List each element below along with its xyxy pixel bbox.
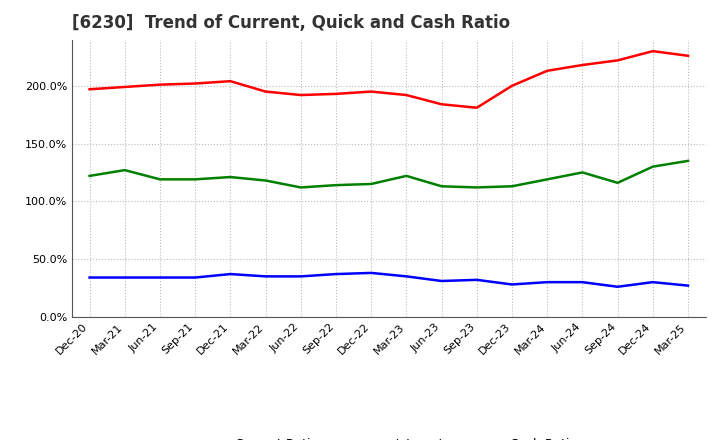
Current Ratio [297,92,305,98]
Current Ratio [649,48,657,54]
Current Ratio [508,83,516,88]
Current Ratio [261,89,270,94]
Line: Current Ratio: Current Ratio [89,51,688,108]
Cash Ratio [297,274,305,279]
Quick Ratio [508,183,516,189]
Current Ratio [684,53,693,59]
Quick Ratio [226,174,235,180]
Current Ratio [472,105,481,110]
Quick Ratio [332,183,341,188]
Line: Quick Ratio: Quick Ratio [89,161,688,187]
Current Ratio [332,91,341,96]
Quick Ratio [684,158,693,164]
Cash Ratio [191,275,199,280]
Quick Ratio [85,173,94,179]
Current Ratio [156,82,164,87]
Quick Ratio [649,164,657,169]
Cash Ratio [367,270,376,275]
Current Ratio [578,62,587,68]
Current Ratio [120,84,129,90]
Cash Ratio [613,284,622,290]
Current Ratio [85,87,94,92]
Line: Cash Ratio: Cash Ratio [89,273,688,287]
Quick Ratio [120,168,129,173]
Current Ratio [613,58,622,63]
Cash Ratio [156,275,164,280]
Current Ratio [367,89,376,94]
Cash Ratio [437,279,446,284]
Cash Ratio [402,274,410,279]
Cash Ratio [543,279,552,285]
Quick Ratio [578,170,587,175]
Current Ratio [543,68,552,73]
Quick Ratio [543,177,552,182]
Cash Ratio [649,279,657,285]
Quick Ratio [261,178,270,183]
Cash Ratio [472,277,481,282]
Legend: Current Ratio, Quick Ratio, Cash Ratio: Current Ratio, Quick Ratio, Cash Ratio [195,433,582,440]
Cash Ratio [261,274,270,279]
Quick Ratio [472,185,481,190]
Cash Ratio [508,282,516,287]
Current Ratio [402,92,410,98]
Quick Ratio [613,180,622,185]
Quick Ratio [191,177,199,182]
Cash Ratio [85,275,94,280]
Current Ratio [226,78,235,84]
Quick Ratio [367,181,376,187]
Current Ratio [191,81,199,86]
Cash Ratio [332,271,341,277]
Quick Ratio [297,185,305,190]
Cash Ratio [578,279,587,285]
Cash Ratio [120,275,129,280]
Current Ratio [437,102,446,107]
Quick Ratio [156,177,164,182]
Cash Ratio [226,271,235,277]
Cash Ratio [684,283,693,288]
Quick Ratio [437,183,446,189]
Text: [6230]  Trend of Current, Quick and Cash Ratio: [6230] Trend of Current, Quick and Cash … [72,15,510,33]
Quick Ratio [402,173,410,179]
